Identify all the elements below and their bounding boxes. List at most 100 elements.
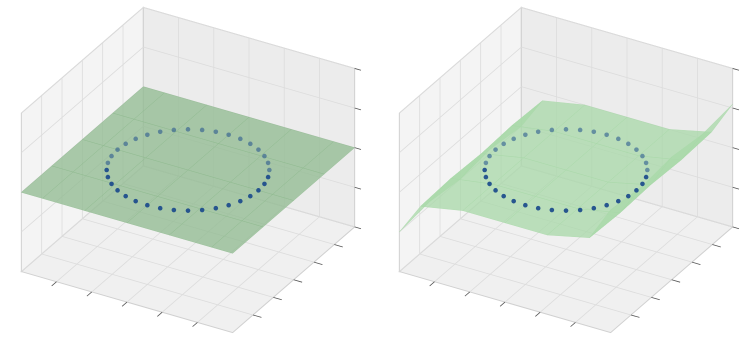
grid-line — [521, 46, 733, 109]
data-point — [157, 205, 163, 211]
data-point — [256, 188, 261, 193]
data-point — [105, 160, 111, 166]
data-point — [511, 136, 516, 142]
z-tick — [354, 226, 362, 230]
data-point — [487, 153, 492, 159]
data-point — [248, 141, 253, 147]
y-tick — [651, 296, 660, 301]
surface-patch — [589, 187, 642, 238]
data-point — [626, 141, 631, 147]
grid-line — [143, 7, 355, 69]
data-point — [199, 207, 205, 213]
data-point — [238, 198, 243, 204]
z-tick — [354, 68, 362, 71]
data-point — [591, 129, 597, 135]
subplot — [398, 6, 740, 334]
data-point — [226, 132, 231, 138]
data-point — [256, 147, 261, 152]
grid-line — [399, 46, 522, 154]
subplot — [20, 6, 362, 334]
data-point — [640, 181, 645, 187]
data-point — [109, 181, 114, 187]
grid-line — [61, 235, 274, 298]
data-point — [643, 160, 649, 166]
grid-line — [82, 218, 294, 281]
grid-line — [21, 46, 144, 154]
data-point — [262, 153, 267, 159]
y-tick — [712, 244, 721, 248]
surface-patch — [211, 220, 264, 254]
y-tick — [671, 279, 681, 283]
z-tick — [354, 147, 362, 150]
data-point — [109, 153, 114, 159]
grid-line — [399, 7, 522, 114]
data-point — [157, 129, 163, 135]
data-point — [493, 188, 498, 193]
data-point — [133, 198, 138, 204]
data-point — [487, 181, 492, 187]
data-point — [616, 136, 621, 142]
y-tick — [334, 244, 343, 248]
data-point — [238, 136, 243, 142]
data-point — [535, 205, 541, 211]
data-point — [563, 127, 569, 132]
x-tick — [192, 322, 198, 327]
data-point — [265, 174, 271, 180]
data-point — [535, 129, 541, 135]
data-point — [133, 136, 138, 142]
data-point — [213, 129, 219, 135]
z-tick — [354, 186, 362, 190]
data-point — [549, 207, 555, 213]
data-point — [248, 193, 253, 199]
data-point — [604, 202, 609, 208]
data-point — [523, 132, 528, 138]
data-point — [123, 141, 128, 147]
x-tick — [570, 322, 576, 327]
z-tick — [732, 226, 740, 230]
z-tick — [354, 107, 362, 111]
data-point — [634, 147, 639, 152]
data-point — [171, 127, 177, 133]
z-tick — [732, 147, 740, 150]
z-tick — [732, 68, 740, 71]
data-point — [267, 167, 272, 173]
data-point — [199, 127, 205, 133]
grid-line — [21, 7, 144, 114]
data-point — [626, 193, 631, 199]
data-point — [634, 188, 639, 193]
data-point — [511, 198, 516, 204]
data-point — [604, 132, 609, 138]
x-tick — [157, 311, 163, 317]
data-point — [645, 167, 650, 173]
grid-line — [143, 46, 355, 109]
grid-line — [439, 235, 652, 298]
data-point — [616, 198, 621, 204]
grid-line — [399, 86, 522, 193]
data-point — [145, 132, 150, 138]
data-point — [171, 207, 177, 213]
data-point — [123, 193, 128, 199]
data-point — [483, 160, 489, 166]
grid-line — [521, 7, 733, 69]
data-point — [640, 153, 645, 159]
data-point — [145, 202, 150, 208]
data-point — [185, 208, 191, 213]
data-point — [501, 193, 506, 199]
data-point — [262, 181, 267, 187]
data-point — [115, 188, 120, 193]
z-tick — [732, 186, 740, 190]
y-tick — [273, 296, 282, 301]
data-point — [523, 202, 528, 208]
data-point — [265, 160, 271, 166]
z-tick — [732, 107, 740, 111]
data-point — [105, 174, 111, 180]
y-tick — [313, 261, 323, 265]
grid-line — [419, 253, 632, 316]
data-point — [104, 167, 109, 173]
x-tick — [499, 301, 506, 307]
y-tick — [252, 314, 262, 318]
x-tick — [429, 281, 435, 287]
data-point — [643, 174, 649, 180]
data-point — [577, 127, 583, 133]
